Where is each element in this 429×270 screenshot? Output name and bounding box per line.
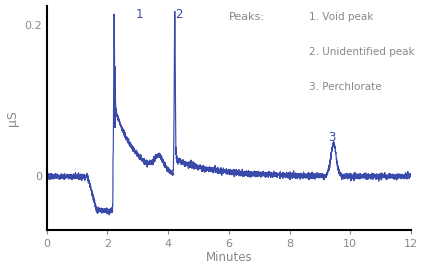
Text: 2: 2 — [175, 8, 182, 21]
X-axis label: Minutes: Minutes — [205, 251, 252, 264]
Y-axis label: μS: μS — [6, 110, 18, 126]
Text: 3. Perchlorate: 3. Perchlorate — [309, 82, 381, 92]
Text: 2. Unidentified peak: 2. Unidentified peak — [309, 47, 414, 57]
Text: 3: 3 — [328, 131, 335, 144]
Text: 1. Void peak: 1. Void peak — [309, 12, 373, 22]
Text: Peaks:: Peaks: — [229, 12, 265, 22]
Text: 1: 1 — [136, 8, 143, 21]
